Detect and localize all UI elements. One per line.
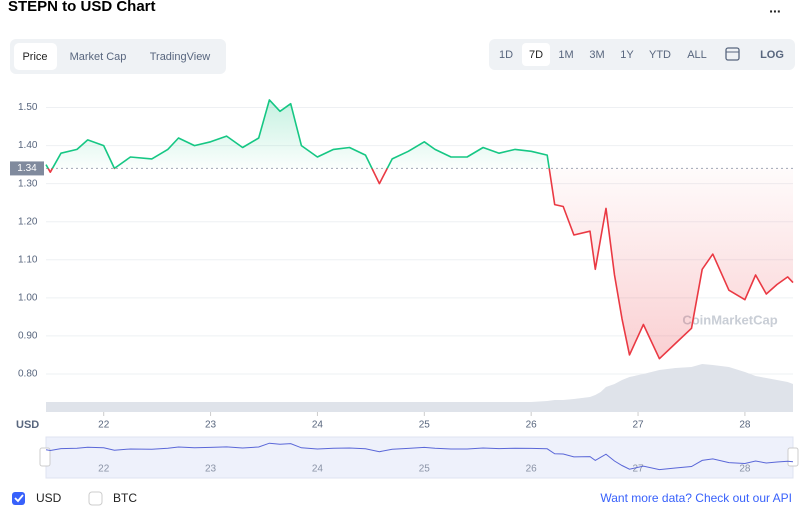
tab[interactable]: Price <box>22 51 47 63</box>
axis-label: USD <box>16 419 39 431</box>
x-tick-label: 22 <box>98 420 110 431</box>
checkbox[interactable] <box>88 491 103 506</box>
range-button[interactable]: 7D <box>529 49 543 61</box>
tab[interactable]: TradingView <box>150 51 211 63</box>
x-tick-label: 25 <box>419 420 431 431</box>
toggle-label[interactable]: BTC <box>113 491 137 505</box>
tab-bar <box>10 39 226 74</box>
navigator-tick-label: 25 <box>419 464 431 475</box>
navigator-tick-label: 26 <box>526 464 538 475</box>
range-button[interactable]: 3M <box>589 49 604 61</box>
range-button[interactable]: ALL <box>687 49 707 61</box>
range-active <box>522 43 550 66</box>
title: STEPN to USD Chart <box>8 0 156 15</box>
navigator-tick-label: 28 <box>739 464 751 475</box>
watermark: CoinMarketCap <box>682 312 777 327</box>
menu[interactable]: ... <box>769 0 781 16</box>
x-tick-label: 23 <box>205 420 217 431</box>
tab-active <box>14 43 57 70</box>
check-mark <box>14 494 24 503</box>
price-area <box>46 99 793 359</box>
navigator-handle[interactable] <box>787 447 799 467</box>
x-tick-label: 26 <box>526 420 538 431</box>
y-tick-label: 1.40 <box>18 140 38 151</box>
volume-area <box>46 364 793 412</box>
x-tick-label: 27 <box>632 420 644 431</box>
log-button[interactable]: LOG <box>760 49 784 61</box>
range-button[interactable]: 1Y <box>620 49 634 61</box>
y-tick-label: 1.30 <box>18 178 38 189</box>
checkbox-checked[interactable] <box>12 492 25 505</box>
x-tick-label: 24 <box>312 420 324 431</box>
y-tick-label: 0.80 <box>18 369 38 380</box>
navigator-tick-label: 27 <box>632 464 644 475</box>
baseline-label: 1.34 <box>17 163 37 174</box>
y-tick-label: 1.10 <box>18 254 38 265</box>
y-tick-label: 1.20 <box>18 216 38 227</box>
y-tick-label: 0.90 <box>18 331 38 342</box>
navigator-line <box>45 442 794 471</box>
api-link[interactable]: Want more data? Check out our API <box>600 491 792 505</box>
calendar-icon[interactable] <box>725 47 740 61</box>
range-button[interactable]: YTD <box>649 49 671 61</box>
y-tick-label: 1.00 <box>18 292 38 303</box>
range-bar <box>489 39 795 70</box>
range-button[interactable]: 1M <box>558 49 573 61</box>
price-line <box>45 99 794 360</box>
range-button[interactable]: 1D <box>499 49 513 61</box>
navigator-handle[interactable] <box>39 447 51 467</box>
tab[interactable]: Market Cap <box>70 51 127 63</box>
toggle-label[interactable]: USD <box>36 491 62 505</box>
navigator-tick-label: 22 <box>98 464 110 475</box>
navigator-tick-label: 24 <box>312 464 324 475</box>
baseline-label-box <box>10 161 44 176</box>
navigator-tick-label: 23 <box>205 464 217 475</box>
y-tick-label: 1.50 <box>18 102 38 113</box>
x-tick-label: 28 <box>739 420 751 431</box>
